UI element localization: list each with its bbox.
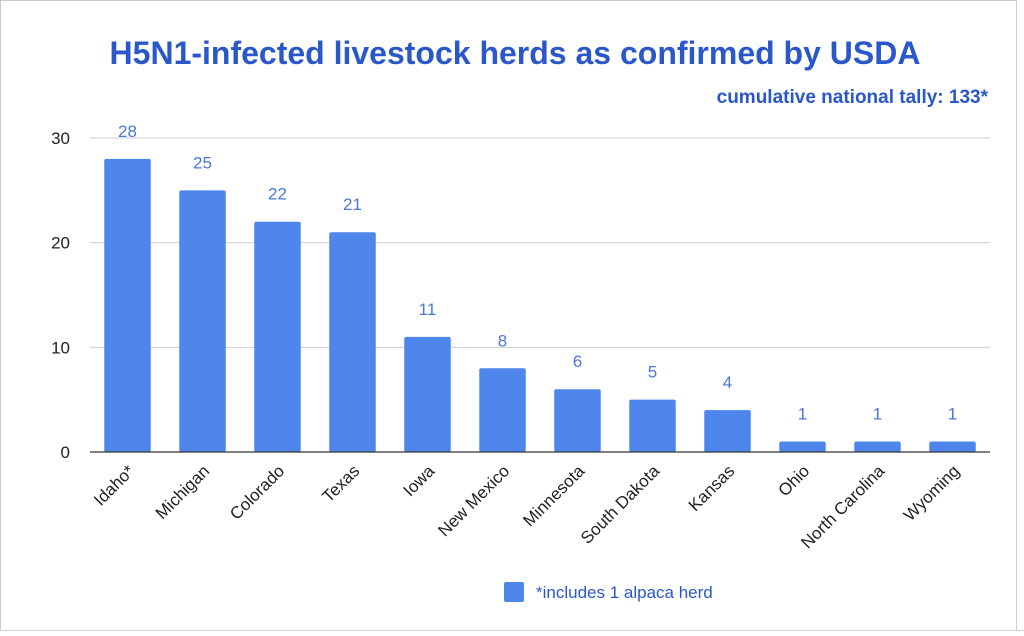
sheet-edge-bottom [0, 630, 1024, 636]
x-tick-label: Texas [318, 461, 363, 506]
legend: *includes 1 alpaca herd [504, 582, 713, 602]
data-label: 21 [343, 195, 362, 214]
x-tick-label: Ohio [774, 461, 813, 500]
sheet-edge-right [1016, 0, 1024, 636]
bar [179, 190, 226, 453]
bar [329, 232, 376, 452]
data-label: 28 [118, 122, 137, 141]
x-tick-label: Minnesota [519, 461, 588, 530]
data-label: 4 [723, 373, 732, 392]
chart-title: H5N1-infected livestock herds as confirm… [110, 35, 921, 71]
bar [779, 441, 826, 452]
y-axis-ticks: 0 10 20 30 [51, 129, 70, 462]
bar [704, 410, 751, 452]
x-tick-label: Michigan [152, 461, 214, 523]
bar [854, 441, 901, 452]
legend-label: *includes 1 alpaca herd [536, 583, 713, 602]
y-tick-label: 0 [61, 443, 70, 462]
x-tick-label: Iowa [399, 461, 438, 500]
legend-swatch [504, 582, 524, 602]
x-tick-label: Colorado [226, 461, 288, 523]
x-tick-label: Idaho* [90, 461, 138, 509]
data-label: 1 [873, 405, 882, 424]
gridlines [90, 137, 990, 348]
data-label: 11 [419, 300, 437, 319]
bar [554, 389, 601, 452]
data-label: 8 [498, 331, 507, 350]
x-tick-label: Kansas [685, 461, 739, 515]
bar [629, 399, 676, 452]
chart-subtitle: cumulative national tally: 133* [717, 87, 989, 108]
x-tick-label: South Dakota [577, 461, 664, 548]
bar [254, 221, 301, 452]
data-label: 5 [648, 363, 657, 382]
y-tick-label: 20 [51, 234, 70, 253]
data-label: 1 [798, 405, 807, 424]
bar [104, 158, 151, 452]
bars [104, 158, 976, 453]
data-label: 22 [268, 185, 287, 204]
data-label: 6 [573, 352, 582, 371]
x-tick-label: New Mexico [434, 461, 513, 540]
y-tick-label: 10 [51, 338, 70, 357]
data-label: 25 [193, 153, 212, 172]
y-tick-label: 30 [51, 129, 70, 148]
bar [929, 441, 976, 452]
bar [479, 368, 526, 452]
x-tick-label: Wyoming [900, 461, 963, 524]
bar [404, 336, 451, 452]
data-label: 1 [948, 405, 957, 424]
